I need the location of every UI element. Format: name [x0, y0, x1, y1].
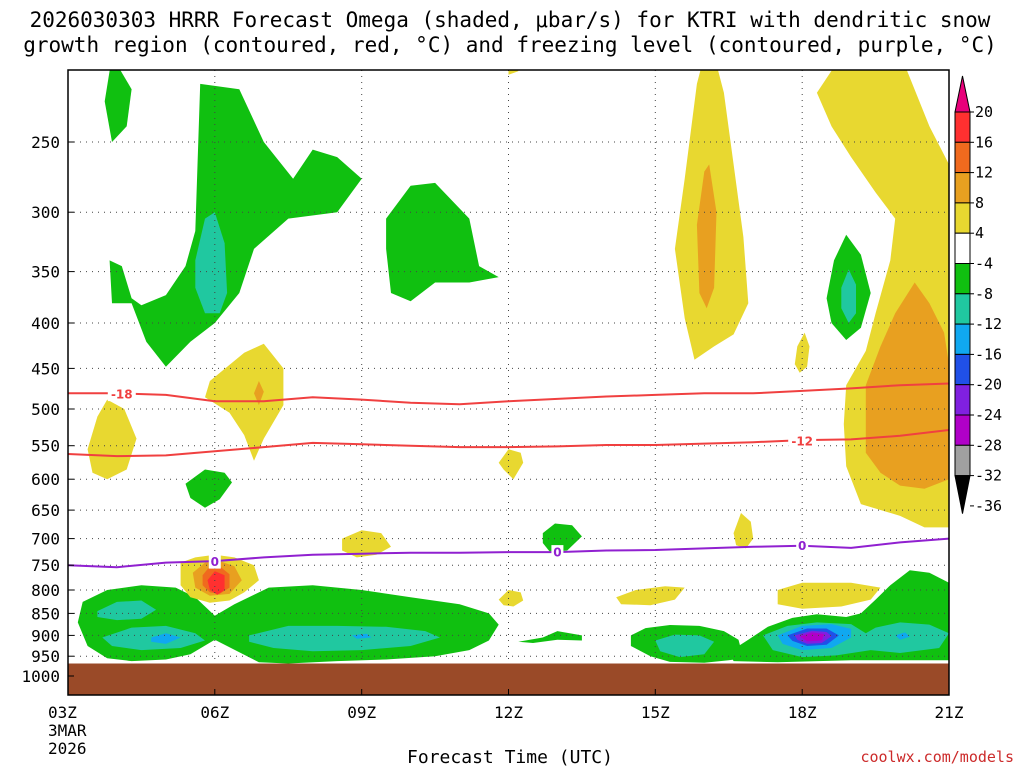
y-tick-label-500: 500	[31, 400, 60, 419]
omega-region-16	[655, 634, 715, 658]
colorbar-top-arrow	[954, 75, 971, 113]
colorbar-swatch-3	[954, 172, 971, 204]
x-tick-label-03Z: 03Z	[48, 703, 77, 722]
y-axis: 250 300 350 400 450 500 550 600 650 700 750 800 850 9…	[21, 133, 74, 686]
colorbar-swatch-7	[954, 293, 971, 325]
colorbar-swatch-10	[954, 384, 971, 416]
y-tick-label-400: 400	[31, 314, 60, 333]
y-tick-label-300: 300	[31, 203, 60, 222]
colorbar-swatch-9	[954, 353, 971, 386]
y-tick-label-600: 600	[31, 470, 60, 489]
colorbar-label-4: 8	[975, 194, 984, 212]
colorbar-swatch-11	[954, 414, 971, 446]
omega-shading-layer	[77, 70, 949, 664]
y-tick-label-1000: 1000	[21, 667, 60, 686]
contour-label-layer: -18 -12 0 0 0	[107, 387, 817, 569]
x-date-label-year: 2026	[48, 739, 87, 758]
colorbar-swatch-4	[954, 202, 971, 234]
credit-text: coolwx.com/models	[860, 748, 1014, 766]
colorbar-label-14: -36	[975, 497, 1002, 515]
omega-region-22	[799, 632, 825, 642]
y-tick-label-750: 750	[31, 556, 60, 575]
omega-region-43	[207, 571, 225, 595]
y-tick-label-700: 700	[31, 530, 60, 549]
y-tick-label-650: 650	[31, 501, 60, 520]
colorbar-label-12: -28	[975, 436, 1002, 454]
omega-region-15	[249, 625, 440, 652]
chart-title-line-2: growth region (contoured, red, °C) and f…	[23, 33, 997, 57]
colorbar-bottom-arrow	[954, 475, 971, 514]
omega-region-32	[342, 530, 391, 558]
contour-label-5: 0	[798, 539, 806, 553]
colorbar-label-8: -12	[975, 315, 1002, 333]
omega-region-5	[185, 469, 232, 508]
omega-region-38	[696, 164, 717, 309]
colorbar-swatch-12	[954, 444, 971, 477]
contour-label-1: -18	[111, 388, 133, 402]
colorbar-label-2: 16	[975, 133, 993, 151]
omega-region-6	[542, 523, 582, 553]
colorbar-label-1: 20	[975, 103, 993, 121]
y-tick-label-950: 950	[31, 647, 60, 666]
omega-region-28	[87, 399, 137, 480]
colorbar-swatch-1	[954, 111, 971, 143]
contour-label-bg-5	[796, 538, 809, 553]
x-tick-label-06Z: 06Z	[200, 703, 229, 722]
omega-region-34	[498, 590, 524, 607]
omega-region-25	[508, 70, 519, 75]
contour-label-bg-3	[208, 554, 221, 569]
y-tick-label-250: 250	[31, 133, 60, 152]
omega-region-39	[254, 381, 264, 406]
x-axis-title: Forecast Time (UTC)	[407, 747, 613, 768]
x-tick-label-09Z: 09Z	[347, 703, 376, 722]
colorbar-label-3: 12	[975, 164, 993, 182]
contour-label-bg-1	[107, 387, 136, 402]
contour-label-bg-2	[788, 433, 817, 448]
contour-label-bg-4	[551, 545, 564, 560]
colorbar-swatch-5	[954, 232, 971, 264]
y-tick-label-800: 800	[31, 581, 60, 600]
x-tick-label-15Z: 15Z	[641, 703, 670, 722]
x-tick-label-21Z: 21Z	[935, 703, 964, 722]
omega-region-30	[498, 449, 524, 480]
omega-region-13	[97, 600, 157, 621]
colorbar-swatch-2	[954, 141, 971, 174]
omega-region-24	[895, 632, 910, 640]
x-tick-label-12Z: 12Z	[494, 703, 523, 722]
colorbar-label-6: -4	[975, 255, 993, 273]
chart-title-line-1: 2026030303 HRRR Forecast Omega (shaded, …	[30, 8, 991, 32]
omega-region-11	[195, 212, 228, 314]
omega-region-18	[151, 633, 181, 644]
omega-region-1	[104, 70, 132, 142]
colorbar-label-11: -24	[975, 406, 1002, 424]
omega-region-31	[733, 513, 754, 549]
x-tick-label-18Z: 18Z	[788, 703, 817, 722]
colorbar-label-10: -20	[975, 376, 1002, 394]
contour-label-4: 0	[553, 546, 561, 560]
x-axis: 03Z 06Z 09Z 12Z 15Z 18Z 21Z	[48, 689, 964, 722]
y-tick-label-550: 550	[31, 437, 60, 456]
colorbar-label-7: -8	[975, 285, 993, 303]
omega-region-36	[777, 582, 881, 609]
colorbar-label-5: 4	[975, 224, 984, 242]
contour-line-1	[68, 382, 949, 406]
y-tick-label-350: 350	[31, 263, 60, 282]
y-tick-label-900: 900	[31, 626, 60, 645]
colorbar-label-9: -16	[975, 345, 1002, 363]
omega-region-12	[841, 269, 856, 323]
contour-label-3: 0	[211, 555, 219, 569]
omega-region-35	[616, 586, 685, 606]
colorbar-swatch-8	[954, 323, 971, 355]
omega-region-7	[518, 631, 582, 643]
colorbar-swatch-6	[954, 263, 971, 295]
y-tick-label-850: 850	[31, 604, 60, 623]
omega-region-2	[109, 83, 362, 367]
colorbar: 20 16 12 8 4 -4 -8 -12 -16 -20 -24 -28 -32 -36	[954, 75, 1002, 515]
colorbar-label-13: -32	[975, 467, 1002, 485]
y-tick-label-450: 450	[31, 359, 60, 378]
omega-region-29	[205, 343, 284, 461]
contour-label-2: -12	[791, 434, 813, 448]
x-date-label-day: 3MAR	[48, 721, 87, 740]
